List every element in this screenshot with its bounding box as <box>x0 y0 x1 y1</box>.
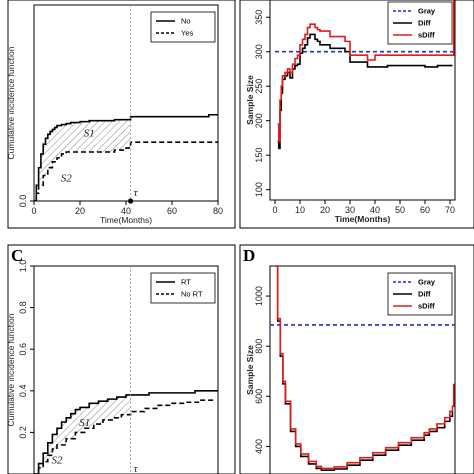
y-tick-label: 800 <box>254 339 264 354</box>
panel-frame <box>239 0 474 229</box>
legend-box <box>150 11 216 43</box>
y-axis-label: Sample Size <box>245 75 255 125</box>
legend-box <box>150 272 216 304</box>
legend-label: sDiff <box>418 31 435 40</box>
x-tick-label: 60 <box>167 206 177 216</box>
hatched-region-s1 <box>34 116 131 201</box>
series-line-rt <box>34 390 218 474</box>
y-tick-label: 1.0 <box>18 260 28 273</box>
x-tick-label: 80 <box>213 206 223 216</box>
series-line-no <box>34 113 218 201</box>
x-tick-label: 50 <box>395 205 405 215</box>
legend-label: Gray <box>418 7 436 16</box>
x-tick-label: 10 <box>295 205 305 215</box>
series-group <box>34 113 218 201</box>
x-axis-label: Time(Months) <box>335 214 391 224</box>
series-group <box>275 0 455 150</box>
y-axis-label: Sample Size <box>245 345 255 395</box>
y-tick-label: 150 <box>254 148 264 163</box>
plot-area-border <box>269 265 456 474</box>
chart-panel-1: 100 150 200 250 300 350 0 10 20 30 40 50 60 70 Time(Mo… <box>239 0 474 229</box>
legend-box <box>387 1 453 45</box>
y-tick-label: 0.4 <box>18 385 28 398</box>
y-tick-label: 0.2 <box>18 426 28 439</box>
legend: Gray Diff sDiff <box>387 1 453 45</box>
series-line-sdiff <box>277 0 455 143</box>
legend-label: No RT <box>181 290 203 299</box>
region-label-s2: S2 <box>61 172 73 184</box>
x-axis-label: Time(Months) <box>100 215 152 225</box>
panel-letter: D <box>243 246 255 265</box>
legend-label: sDiff <box>418 302 435 311</box>
legend: Gray Diff sDiff <box>387 272 453 316</box>
chart-panel-2: C 0.2 0.4 0.6 0.8 1.0 Cumulative incidence fun… <box>6 244 236 474</box>
y-tick-label: 400 <box>254 439 264 454</box>
series-line-no-rt <box>34 399 215 474</box>
region-label-s1: S1 <box>84 127 95 139</box>
x-tick-label: 60 <box>420 205 430 215</box>
x-tick-label: 20 <box>75 206 85 216</box>
panel-frame <box>239 244 474 474</box>
y-tick-label: 250 <box>254 79 264 94</box>
x-tick-label: 70 <box>445 205 455 215</box>
y-tick-label: 0.6 <box>18 343 28 356</box>
tau-label: τ <box>134 187 139 199</box>
y-axis-label: Cumulative incidence function <box>6 46 16 159</box>
series-line-yes <box>34 141 218 201</box>
legend-label: Diff <box>418 290 431 299</box>
region-label-s2: S2 <box>52 455 64 467</box>
tau-label: τ <box>134 463 139 474</box>
tau-point <box>128 198 134 204</box>
chart-panel-0: 0.00 20 40 60 80 Time(Months) Cumulative incid… <box>6 0 236 229</box>
series-group <box>34 390 218 474</box>
x-tick-label: 0 <box>272 205 277 215</box>
x-tick-label: 40 <box>121 206 131 216</box>
legend: No Yes <box>150 11 216 43</box>
plot-area-border <box>269 0 456 201</box>
legend: RT No RT <box>150 272 216 304</box>
y-tick-label: 600 <box>254 389 264 404</box>
region-label-s1: S1 <box>79 417 90 429</box>
y-tick-label: 300 <box>254 44 264 59</box>
y-tick-label: 200 <box>254 113 264 128</box>
x-tick-label: 30 <box>345 205 355 215</box>
x-tick-label: 40 <box>370 205 380 215</box>
chart-panel-3: D 400 600 800 1000 Sample Size Gray Diff sDiff <box>239 244 474 474</box>
y-tick-label: 0.8 <box>18 301 28 314</box>
hatched-region-s1 <box>34 394 131 474</box>
panel-frame <box>7 0 236 229</box>
y-tick-label: 1000 <box>254 286 264 306</box>
x-tick-label: 0 <box>31 206 36 216</box>
legend-label: RT <box>181 278 191 287</box>
y-axis-label: Cumulative incidence function <box>6 313 16 426</box>
x-tick-label: 20 <box>320 205 330 215</box>
panel-frame <box>7 244 236 474</box>
series-group <box>270 266 455 472</box>
y-tick-label: 100 <box>254 182 264 197</box>
y-tick-label: 0.0 <box>18 195 28 208</box>
series-line-sdiff <box>275 266 455 470</box>
legend-label: Diff <box>418 19 431 28</box>
legend-label: Gray <box>418 278 436 287</box>
y-tick-label: 350 <box>254 10 264 25</box>
legend-label: Yes <box>181 29 193 38</box>
legend-label: No <box>181 17 191 26</box>
panel-letter: C <box>11 246 23 265</box>
plot-area-border <box>33 265 219 474</box>
